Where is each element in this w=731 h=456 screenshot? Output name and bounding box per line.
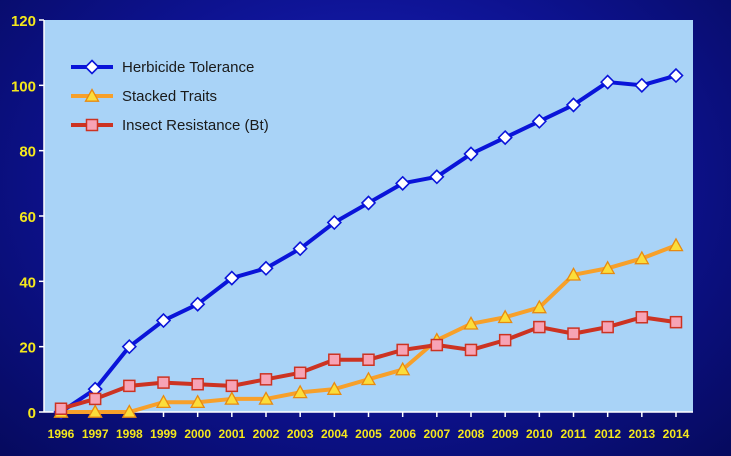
- data-point: [668, 237, 684, 252]
- data-point: [395, 361, 411, 376]
- data-point: [360, 371, 377, 386]
- data-point: [326, 381, 342, 395]
- data-point: [430, 338, 444, 352]
- data-point: [497, 129, 513, 146]
- data-point: [464, 343, 478, 357]
- x-tick-label: 2006: [389, 427, 416, 441]
- data-point: [634, 77, 650, 93]
- legend: Herbicide Tolerance Stacked Traits Insect …: [71, 59, 269, 134]
- y-tick-label: 20: [19, 340, 36, 357]
- data-point: [225, 379, 239, 393]
- legend-marker: [85, 118, 99, 132]
- data-point: [600, 74, 616, 90]
- legend-label: Stacked Traits: [122, 88, 217, 105]
- legend-marker: [84, 88, 100, 102]
- x-tick-label: 2009: [492, 427, 519, 441]
- data-point: [669, 315, 683, 329]
- x-tick-label: 2007: [423, 427, 450, 441]
- x-tick-label: 1996: [48, 427, 75, 441]
- data-point: [190, 394, 206, 409]
- data-point: [601, 320, 614, 334]
- data-point: [668, 67, 684, 84]
- x-tick-label: 2001: [218, 427, 245, 441]
- legend-label: Herbicide Tolerance: [122, 59, 254, 76]
- data-point: [157, 376, 170, 389]
- x-tick-label: 2005: [355, 427, 382, 441]
- data-point: [190, 296, 206, 312]
- data-point: [258, 260, 274, 276]
- data-point: [155, 312, 172, 329]
- data-point: [533, 320, 546, 334]
- data-point: [293, 366, 307, 380]
- x-tick-label: 2000: [184, 427, 211, 441]
- x-tick-label: 2003: [287, 427, 314, 441]
- y-tick-label: 40: [19, 274, 36, 291]
- data-point: [362, 353, 375, 366]
- x-tick-label: 2013: [628, 427, 655, 441]
- x-tick-label: 2008: [458, 427, 485, 441]
- data-point: [463, 315, 479, 330]
- data-point: [121, 404, 137, 418]
- data-point: [292, 384, 308, 399]
- data-point: [463, 146, 479, 162]
- data-point: [292, 241, 308, 257]
- data-point: [429, 169, 445, 185]
- data-point: [498, 333, 512, 347]
- data-point: [326, 214, 342, 231]
- data-point: [155, 394, 172, 409]
- data-point: [191, 377, 204, 391]
- series-square: [54, 311, 683, 415]
- y-tick-label: 0: [28, 405, 36, 422]
- data-point: [635, 311, 649, 324]
- data-point: [567, 327, 580, 340]
- data-point: [87, 404, 103, 418]
- legend-item: Stacked Traits: [71, 88, 217, 105]
- data-point: [565, 266, 582, 281]
- data-point: [123, 379, 136, 393]
- y-tick-label: 80: [19, 144, 36, 161]
- data-point: [497, 309, 513, 324]
- axes: 0 20 40 60 80 100 120 1996 1997 1998 1999 2000 2001 2…: [11, 13, 693, 441]
- x-tick-label: 1999: [150, 427, 177, 441]
- data-point: [634, 250, 650, 265]
- data-point: [531, 299, 547, 314]
- data-point: [395, 175, 411, 191]
- x-tick-label: 2014: [663, 427, 690, 441]
- data-point: [328, 353, 341, 366]
- y-tick-label: 60: [19, 209, 36, 226]
- x-tick-label: 1998: [116, 427, 143, 441]
- series-diamond: [53, 67, 684, 420]
- data-point: [565, 97, 582, 113]
- x-tick-label: 2011: [560, 427, 586, 441]
- x-tick-label: 2002: [253, 427, 280, 441]
- legend-label: Insect Resistance (Bt): [122, 117, 269, 134]
- y-tick-label: 100: [11, 78, 36, 95]
- data-point: [360, 195, 377, 211]
- x-tick-label: 1997: [82, 427, 109, 441]
- data-point: [88, 392, 102, 406]
- data-point: [258, 391, 274, 405]
- x-tick-label: 2012: [594, 427, 621, 441]
- data-point: [224, 391, 240, 405]
- data-point: [531, 113, 547, 129]
- y-tick-label: 120: [11, 13, 36, 30]
- plot-area: [44, 20, 693, 412]
- legend-marker: [84, 59, 100, 75]
- data-point: [54, 402, 68, 415]
- legend-item: Herbicide Tolerance: [71, 59, 254, 76]
- x-tick-label: 2004: [321, 427, 348, 441]
- data-point: [121, 339, 137, 355]
- legend-item: Insect Resistance (Bt): [71, 117, 269, 134]
- data-point: [396, 343, 409, 357]
- data-point: [259, 373, 273, 386]
- data-point: [224, 270, 240, 286]
- series-layer: [53, 67, 684, 420]
- data-point: [600, 260, 616, 275]
- x-tick-label: 2010: [526, 427, 553, 441]
